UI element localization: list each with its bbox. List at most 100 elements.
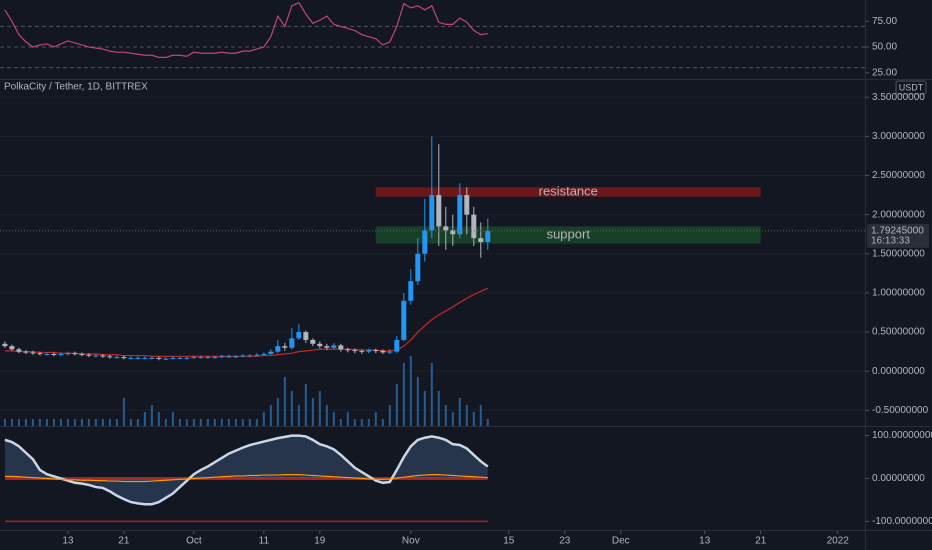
volume-bar	[381, 419, 384, 426]
volume-bar	[66, 419, 69, 426]
candle-body	[212, 357, 218, 359]
currency-box	[895, 80, 927, 95]
y-tick-label: 25.00	[872, 67, 897, 78]
candle-body	[16, 349, 22, 352]
candle-body	[457, 195, 463, 235]
volume-bar	[17, 419, 20, 426]
candle-body	[79, 353, 85, 355]
candle-body	[380, 350, 386, 353]
candle-body	[156, 357, 162, 359]
x-tick-label: 13	[699, 536, 711, 547]
candle-body	[65, 353, 71, 355]
candle-body	[121, 357, 127, 359]
volume-bar	[192, 419, 195, 426]
y-tick-label: -0.50000000	[872, 405, 929, 416]
volume-bar	[59, 419, 62, 426]
candle-body	[394, 339, 400, 352]
volume-bar	[465, 405, 468, 426]
volume-bar	[213, 419, 216, 426]
candle-body	[408, 281, 414, 301]
y-tick-label: 0.00000000	[872, 366, 925, 377]
x-tick-label: 21	[755, 536, 767, 547]
x-tick-label: Dec	[612, 536, 630, 547]
candle-body	[128, 357, 134, 359]
volume-bar	[325, 405, 328, 426]
candle-body	[58, 353, 64, 355]
candle-body	[51, 353, 57, 355]
volume-bar	[115, 419, 118, 426]
candle-body	[177, 357, 183, 359]
y-tick-label: 0.00000000	[872, 473, 925, 484]
x-tick-label: 11	[259, 536, 270, 547]
candle-body	[352, 350, 358, 352]
candle-body	[142, 357, 148, 359]
candle-body	[254, 354, 260, 356]
candle-body	[373, 350, 379, 352]
volume-bar	[150, 405, 153, 426]
volume-bar	[101, 419, 104, 426]
candle-body	[289, 338, 295, 348]
volume-bar	[451, 412, 454, 426]
series-line	[4, 474, 488, 483]
volume-bar	[157, 412, 160, 426]
last-price-box	[867, 223, 929, 248]
volume-bar	[241, 419, 244, 426]
candle-body	[86, 354, 92, 356]
volume-bar	[129, 419, 132, 426]
candle-body	[198, 357, 204, 359]
volume-bar	[269, 405, 272, 426]
candle-body	[149, 357, 155, 359]
symbol-title: PolkaCity / Tether, 1D, BITTREX	[4, 82, 148, 93]
volume-bar	[311, 398, 314, 426]
x-tick-label: 13	[62, 536, 74, 547]
countdown-label: 16:13:33	[871, 236, 910, 247]
volume-bar	[318, 391, 321, 426]
volume-bar	[234, 419, 237, 426]
candle-body	[205, 357, 211, 359]
y-tick-label: 2.00000000	[872, 209, 925, 220]
y-tick-label: 0.50000000	[872, 327, 925, 338]
volume-bar	[339, 419, 342, 426]
volume-bar	[430, 363, 433, 426]
series-line	[4, 434, 489, 506]
candle-body	[331, 345, 337, 348]
candle-body	[191, 357, 197, 359]
candle-body	[401, 300, 407, 340]
candle-body	[100, 355, 106, 357]
volume-bar	[388, 405, 391, 426]
currency-label: USDT	[899, 82, 924, 92]
candle-body	[345, 349, 351, 351]
volume-bar	[206, 419, 209, 426]
candle-body	[366, 350, 372, 352]
volume-bar	[171, 412, 174, 426]
candle-body	[471, 214, 477, 239]
volume-bar	[360, 419, 363, 426]
volume-bar	[304, 384, 307, 426]
candle-body	[226, 356, 232, 358]
volume-bar	[374, 412, 377, 426]
candle-body	[303, 332, 309, 340]
volume-bar	[52, 419, 55, 426]
y-tick-label: 75.00	[872, 16, 897, 27]
candle-body	[415, 253, 421, 282]
candle-body	[275, 346, 281, 352]
y-tick-label: 1.00000000	[872, 288, 925, 299]
y-tick-label: 100.00000000	[872, 430, 932, 441]
candle-body	[282, 346, 288, 348]
candle-body	[324, 346, 330, 348]
x-tick-label: 15	[503, 536, 515, 547]
y-tick-label: 2.50000000	[872, 170, 925, 181]
volume-bar	[248, 419, 251, 426]
y-tick-label: 50.00	[872, 42, 897, 53]
y-tick-label: -100.00000000	[872, 516, 932, 527]
candle-body	[44, 353, 50, 355]
last-price-label: 1.79245000	[871, 226, 924, 237]
volume-bar	[423, 391, 426, 426]
volume-bar	[395, 384, 398, 426]
volume-bar	[3, 419, 6, 426]
volume-bar	[416, 377, 419, 426]
candle-body	[184, 357, 190, 359]
zone-label: support	[547, 226, 591, 241]
volume-bar	[199, 419, 202, 426]
